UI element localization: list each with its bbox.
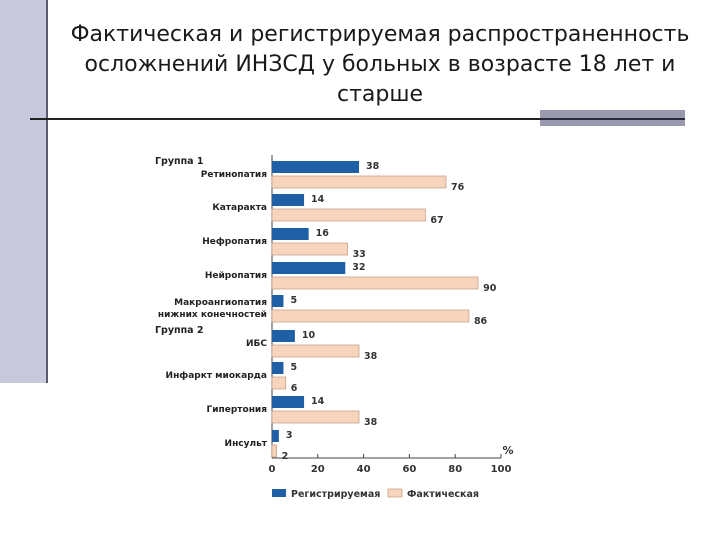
bar-actual [271,376,287,390]
title-underline [30,118,685,120]
data-label-actual: 6 [291,383,298,394]
data-label-actual: 38 [364,351,378,362]
bar-registered [272,362,284,374]
bar-actual [271,276,479,290]
group-label: Группа 2 [155,325,204,336]
category-label: Катаракта [212,203,267,213]
category-label: Инфаркт миокарда [166,371,267,381]
data-label-registered: 3 [286,430,293,441]
data-label-actual: 67 [430,215,443,226]
x-tick-label: 20 [311,464,325,475]
x-tick-label: 100 [491,464,512,475]
data-label-registered: 10 [302,330,316,341]
slide-title: Фактическая и регистрируемая распростран… [70,22,690,107]
bar-registered [272,161,360,173]
legend-swatch-registered [272,489,286,497]
data-label-registered: 16 [316,228,330,239]
group-label: Группа 1 [155,156,204,167]
bar-actual [271,242,348,256]
data-label-registered: 32 [352,262,365,273]
legend-label-actual: Фактическая [407,489,479,500]
category-label: Инсульт [225,439,268,449]
bar-registered [272,262,346,274]
bar-actual [271,309,470,323]
data-label-actual: 2 [282,451,289,462]
bar-registered [272,228,309,240]
bar-actual [271,444,277,458]
bar-registered [272,396,305,408]
bar-registered [272,295,284,307]
left-decorative-band [0,0,46,383]
data-label-actual: 86 [474,316,488,327]
data-label-registered: 14 [311,194,325,205]
data-label-actual: 90 [483,283,497,294]
data-label-registered: 5 [290,362,297,373]
bar-actual [271,208,426,222]
category-label: Нейропатия [205,271,267,281]
category-label: Нефропатия [202,237,267,247]
data-label-actual: 33 [353,249,366,260]
bar-registered [272,430,279,442]
x-tick-label: 0 [269,464,276,475]
data-label-actual: 76 [451,182,465,193]
legend-label-registered: Регистрируемая [291,489,380,500]
x-tick-label: 60 [402,464,416,475]
data-label-registered: 5 [290,295,297,306]
data-label-registered: 38 [366,161,380,172]
legend-swatch-actual [387,488,403,498]
title-accent-line [540,118,685,120]
category-label: Макроангиопатия [174,298,267,308]
bar-actual [271,175,447,189]
category-label: Ретинопатия [201,170,267,180]
x-tick-label: 40 [357,464,371,475]
category-label: ИБС [246,339,267,349]
data-label-registered: 14 [311,396,325,407]
left-band-border [46,0,48,383]
x-axis-unit: % [502,444,513,457]
data-label-actual: 38 [364,417,378,428]
bar-registered [272,330,295,342]
bar-actual [271,410,360,424]
x-tick-label: 80 [448,464,462,475]
category-label: нижних конечностей [158,310,267,320]
bar-registered [272,194,305,206]
bar-actual [271,344,360,358]
category-label: Гипертония [206,405,267,415]
